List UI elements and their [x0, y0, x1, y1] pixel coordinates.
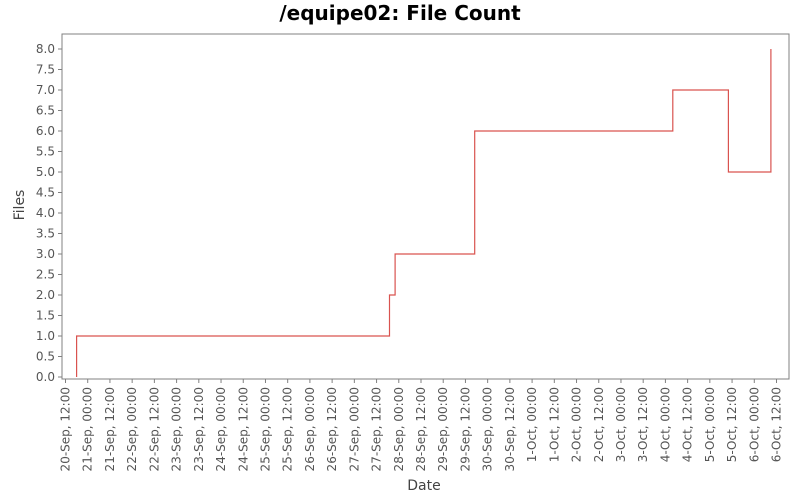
x-tick-label: 3-Oct, 12:00: [636, 387, 650, 462]
y-tick-label: 4.0: [36, 206, 55, 220]
x-tick-label: 23-Sep, 00:00: [170, 387, 184, 471]
x-tick-label: 30-Sep, 00:00: [481, 387, 495, 471]
x-tick-label: 5-Oct, 00:00: [703, 387, 717, 462]
x-tick-label: 4-Oct, 00:00: [658, 387, 672, 462]
y-tick-label: 0.0: [36, 370, 55, 384]
y-tick-label: 6.5: [36, 104, 55, 118]
x-tick-label: 24-Sep, 12:00: [236, 387, 250, 471]
x-tick-label: 28-Sep, 00:00: [392, 387, 406, 471]
series-layer: [75, 49, 772, 377]
y-tick-label: 2.5: [36, 268, 55, 282]
x-tick-label: 3-Oct, 00:00: [614, 387, 628, 462]
x-tick-label: 21-Sep, 00:00: [81, 387, 95, 471]
x-tick-label: 30-Sep, 12:00: [503, 387, 517, 471]
x-tick-label: 29-Sep, 00:00: [436, 387, 450, 471]
y-tick-label: 3.5: [36, 227, 55, 241]
x-tick-label: 25-Sep, 00:00: [258, 387, 272, 471]
plot-area: [61, 33, 790, 380]
x-tick-label: 6-Oct, 12:00: [770, 387, 784, 462]
file-count-series-line: [75, 49, 772, 377]
y-tick-label: 8.0: [36, 42, 55, 56]
x-tick-label: 1-Oct, 00:00: [525, 387, 539, 462]
x-tick-label: 6-Oct, 00:00: [747, 387, 761, 462]
x-tick-label: 25-Sep, 12:00: [281, 387, 295, 471]
x-tick-label: 20-Sep, 12:00: [59, 387, 73, 471]
x-tick-label: 22-Sep, 12:00: [147, 387, 161, 471]
x-tick-label: 26-Sep, 00:00: [303, 387, 317, 471]
x-tick-label: 29-Sep, 12:00: [458, 387, 472, 471]
x-tick-label: 28-Sep, 12:00: [414, 387, 428, 471]
y-tick-label: 5.0: [36, 165, 55, 179]
y-tick-label: 0.5: [36, 350, 55, 364]
x-axis-label: Date: [407, 478, 440, 494]
y-tick-label: 7.5: [36, 63, 55, 77]
y-tick-label: 1.0: [36, 329, 55, 343]
y-axis: 0.0 0.5 1.0 1.5 2.0 2.5 3.0 3.5 4.0 4.5 5.0 5.5 6.0 6…: [36, 42, 62, 384]
x-tick-label: 27-Sep, 00:00: [347, 387, 361, 471]
x-tick-label: 26-Sep, 12:00: [325, 387, 339, 471]
y-tick-label: 3.0: [36, 247, 55, 261]
y-axis-label: Files: [12, 190, 28, 221]
chart-title: /equipe02: File Count: [279, 1, 521, 25]
y-tick-label: 1.5: [36, 309, 55, 323]
x-tick-label: 5-Oct, 12:00: [725, 387, 739, 462]
x-tick-label: 22-Sep, 00:00: [125, 387, 139, 471]
x-tick-label: 2-Oct, 00:00: [570, 387, 584, 462]
x-tick-label: 24-Sep, 00:00: [214, 387, 228, 471]
x-tick-label: 1-Oct, 12:00: [547, 387, 561, 462]
y-tick-label: 6.0: [36, 124, 55, 138]
y-tick-label: 5.5: [36, 145, 55, 159]
y-tick-label: 2.0: [36, 288, 55, 302]
y-tick-label: 4.5: [36, 186, 55, 200]
x-tick-label: 21-Sep, 12:00: [103, 387, 117, 471]
x-tick-label: 23-Sep, 12:00: [192, 387, 206, 471]
x-tick-label: 4-Oct, 12:00: [681, 387, 695, 462]
x-tick-label: 27-Sep, 12:00: [370, 387, 384, 471]
y-tick-label: 7.0: [36, 83, 55, 97]
x-axis: 20-Sep, 12:00 21-Sep, 00:00 21-Sep, 12:00 2…: [59, 379, 784, 471]
x-tick-label: 2-Oct, 12:00: [592, 387, 606, 462]
